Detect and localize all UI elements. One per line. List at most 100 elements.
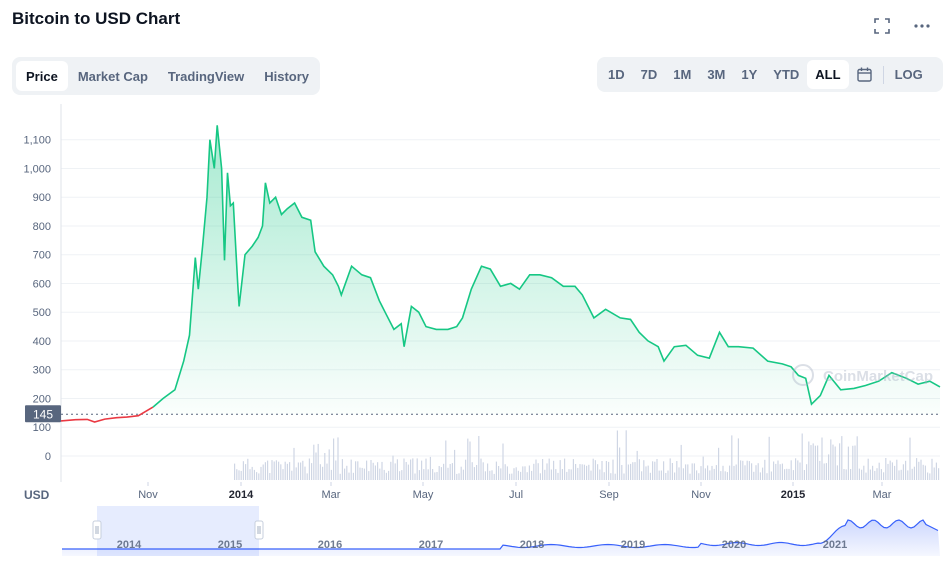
navigator-year-label: 2015 bbox=[218, 539, 242, 551]
log-scale-button[interactable]: LOG bbox=[894, 67, 923, 82]
price-badge: 145 bbox=[25, 405, 61, 423]
tab-market-cap[interactable]: Market Cap bbox=[77, 68, 148, 84]
volume-bar bbox=[425, 458, 427, 480]
volume-bar bbox=[476, 465, 478, 480]
range-1m[interactable]: 1M bbox=[673, 67, 692, 82]
volume-bar bbox=[731, 435, 733, 480]
volume-bar bbox=[548, 458, 550, 480]
tab-price[interactable]: Price bbox=[16, 61, 68, 91]
volume-bar bbox=[352, 472, 354, 480]
more-icon[interactable] bbox=[910, 14, 934, 38]
volume-bar bbox=[845, 469, 847, 480]
y-tick-label: 600 bbox=[33, 278, 51, 290]
volume-bar bbox=[810, 445, 812, 480]
range-ytd[interactable]: YTD bbox=[773, 67, 800, 82]
volume-bar bbox=[555, 469, 557, 480]
volume-bar bbox=[898, 470, 900, 480]
volume-bar bbox=[315, 452, 317, 480]
y-tick-label: 800 bbox=[33, 221, 51, 233]
volume-bar bbox=[465, 459, 467, 480]
volume-bar bbox=[821, 437, 823, 480]
navigator-selection[interactable] bbox=[97, 506, 259, 556]
range-3m[interactable]: 3M bbox=[707, 67, 726, 82]
range-all[interactable]: ALL bbox=[807, 60, 849, 89]
volume-bar bbox=[284, 461, 286, 480]
volume-bar bbox=[370, 460, 372, 480]
navigator-area bbox=[62, 520, 940, 556]
volume-bar bbox=[795, 458, 797, 480]
volume-bar bbox=[784, 469, 786, 480]
volume-bar bbox=[355, 461, 357, 480]
volume-bar bbox=[445, 440, 447, 480]
volume-bar bbox=[643, 460, 645, 480]
volume-bar bbox=[515, 467, 517, 480]
volume-bar bbox=[410, 459, 412, 480]
volume-bar bbox=[432, 469, 434, 480]
volume-bar bbox=[339, 473, 341, 480]
volume-bar bbox=[671, 463, 673, 480]
tab-history[interactable]: History bbox=[264, 68, 310, 84]
volume-bar bbox=[704, 468, 706, 480]
range-1y[interactable]: 1Y bbox=[741, 67, 758, 82]
volume-bar bbox=[689, 473, 691, 480]
navigator-handle-left[interactable] bbox=[92, 520, 102, 540]
fullscreen-icon[interactable] bbox=[870, 14, 894, 38]
volume-bar bbox=[403, 458, 405, 480]
volume-bar bbox=[396, 459, 398, 480]
x-tick-label: Nov bbox=[691, 489, 711, 501]
volume-bar bbox=[588, 464, 590, 480]
volume-bar bbox=[528, 465, 530, 480]
volume-bar bbox=[931, 458, 933, 480]
volume-bar bbox=[755, 465, 757, 480]
volume-bar bbox=[878, 462, 880, 480]
volume-bar bbox=[247, 458, 249, 480]
y-tick-label: 100 bbox=[33, 422, 51, 434]
volume-bar bbox=[322, 466, 324, 480]
range-1d[interactable]: 1D bbox=[608, 67, 625, 82]
volume-bar bbox=[768, 436, 770, 480]
x-tick-label: 2014 bbox=[229, 489, 254, 501]
volume-bar bbox=[447, 467, 449, 480]
volume-bar bbox=[520, 471, 522, 480]
time-range-selector: 1D 7D 1M 3M 1Y YTD ALL LOG bbox=[597, 57, 943, 92]
volume-bar bbox=[480, 458, 482, 480]
volume-bar bbox=[421, 460, 423, 480]
volume-bar bbox=[557, 472, 559, 480]
tab-tradingview[interactable]: TradingView bbox=[167, 68, 245, 84]
volume-bar bbox=[443, 463, 445, 480]
y-tick-label: 300 bbox=[33, 365, 51, 377]
volume-bar bbox=[900, 469, 902, 480]
volume-bar bbox=[328, 449, 330, 480]
volume-bar bbox=[295, 467, 297, 480]
volume-bar bbox=[693, 463, 695, 480]
volume-bar bbox=[836, 465, 838, 480]
volume-bar bbox=[894, 465, 896, 480]
volume-bar bbox=[852, 445, 854, 480]
volume-bar bbox=[311, 463, 313, 480]
volume-bar bbox=[777, 460, 779, 480]
calendar-icon[interactable] bbox=[849, 60, 880, 89]
volume-bar bbox=[850, 469, 852, 480]
navigator-handle-right[interactable] bbox=[254, 520, 264, 540]
volume-bar bbox=[399, 471, 401, 480]
volume-bar bbox=[335, 460, 337, 480]
volume-bar bbox=[271, 460, 273, 480]
range-navigator[interactable]: 2014 2015 2016 2017 2018 2019 2020 2021 bbox=[62, 506, 940, 556]
volume-bar bbox=[922, 464, 924, 480]
volume-bar bbox=[610, 473, 612, 480]
volume-bar bbox=[280, 464, 282, 480]
volume-bar bbox=[834, 446, 836, 480]
volume-bar bbox=[462, 469, 464, 480]
volume-bar bbox=[377, 462, 379, 480]
volume-bar bbox=[687, 464, 689, 480]
y-tick-label: 200 bbox=[33, 393, 51, 405]
volume-bar bbox=[740, 460, 742, 480]
volume-bar bbox=[291, 470, 293, 480]
range-7d[interactable]: 7D bbox=[640, 67, 658, 82]
volume-bar bbox=[601, 461, 603, 480]
volume-bar bbox=[676, 461, 678, 480]
volume-bar bbox=[861, 469, 863, 480]
watermark-text: CoinMarketCap bbox=[823, 368, 933, 385]
volume-bar bbox=[623, 473, 625, 480]
